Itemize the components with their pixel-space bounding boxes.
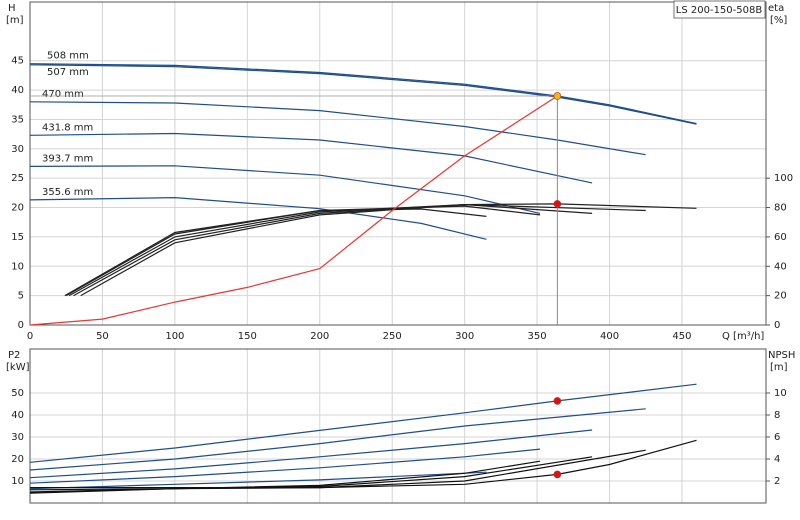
curve <box>29 383 697 463</box>
plot-frame <box>29 1 767 326</box>
y-axis-label: H <box>8 3 16 14</box>
y-axis-unit: [kW] <box>6 362 30 373</box>
curve <box>29 408 646 471</box>
y-axis-label: P2 <box>8 350 20 361</box>
curve <box>29 429 593 479</box>
duty-point <box>553 470 562 479</box>
y2-tick-label: 0 <box>774 320 780 331</box>
y-tick-label: 40 <box>11 410 24 421</box>
y-tick-label: 0 <box>18 320 24 331</box>
y-tick-label: 10 <box>11 261 24 272</box>
y-axis-unit: [m] <box>6 15 24 26</box>
y2-tick-label: 2 <box>774 476 780 487</box>
y2-axis-unit: [%] <box>770 15 787 26</box>
curve <box>29 95 558 326</box>
curve <box>29 64 697 125</box>
curve <box>29 460 541 494</box>
chart-title: LS 200-150-508B <box>676 5 763 16</box>
x-tick-label: 150 <box>238 331 257 342</box>
x-tick-label: 0 <box>27 331 33 342</box>
curve <box>29 63 697 125</box>
duty-point <box>553 397 562 405</box>
x-tick-label: 100 <box>165 331 184 342</box>
x-tick-label: 50 <box>96 331 109 342</box>
y2-tick-label: 6 <box>774 432 780 443</box>
y-tick-label: 15 <box>11 232 24 243</box>
y-tick-label: 30 <box>11 432 24 443</box>
y2-tick-label: 20 <box>774 291 787 302</box>
x-tick-label: 350 <box>528 331 547 342</box>
y-tick-label: 40 <box>11 85 24 96</box>
curve <box>29 196 487 240</box>
curve <box>68 203 593 297</box>
y2-tick-label: 80 <box>774 203 787 214</box>
y2-axis-label: NPSH <box>768 350 795 361</box>
curve <box>65 205 541 297</box>
curve <box>29 132 593 184</box>
curve-label: 393.7 mm <box>42 153 93 164</box>
curve <box>80 203 697 297</box>
curve-label: 355.6 mm <box>42 187 93 198</box>
plot-frame <box>29 348 767 504</box>
curve-label: 507 mm <box>47 67 89 78</box>
duty-point <box>553 92 562 100</box>
x-tick-label: 400 <box>600 331 619 342</box>
x-axis-label: Q [m³/h] <box>722 331 764 342</box>
curve <box>64 208 487 297</box>
y-tick-label: 20 <box>11 454 24 465</box>
y2-tick-label: 4 <box>774 454 780 465</box>
y-tick-label: 35 <box>11 114 24 125</box>
y2-tick-label: 60 <box>774 232 787 243</box>
y-tick-label: 25 <box>11 173 24 184</box>
duty-point <box>553 200 562 208</box>
curve <box>29 448 541 484</box>
y2-axis-unit: [m] <box>770 362 788 373</box>
curve <box>29 449 646 491</box>
curve <box>73 203 646 297</box>
y-tick-label: 50 <box>11 388 24 399</box>
y2-tick-label: 40 <box>774 261 787 272</box>
curve <box>30 439 697 489</box>
curve-label: 508 mm <box>47 51 89 62</box>
curve <box>29 471 487 490</box>
y2-tick-label: 10 <box>774 388 787 399</box>
curve <box>29 165 541 214</box>
x-tick-label: 450 <box>672 331 691 342</box>
y-tick-label: 30 <box>11 144 24 155</box>
x-tick-label: 300 <box>455 331 474 342</box>
y-tick-label: 45 <box>11 56 24 67</box>
y-tick-label: 10 <box>11 476 24 487</box>
y2-tick-label: 100 <box>774 173 793 184</box>
x-tick-label: 200 <box>310 331 329 342</box>
y-tick-label: 20 <box>11 203 24 214</box>
curve-label: 431.8 mm <box>42 122 93 133</box>
x-tick-label: 250 <box>383 331 402 342</box>
curve-label: 470 mm <box>42 89 84 100</box>
title-box <box>673 0 766 19</box>
y-tick-label: 5 <box>18 291 24 302</box>
y2-tick-label: 8 <box>774 410 780 421</box>
y2-axis-label: eta <box>768 3 784 14</box>
curve <box>29 101 646 156</box>
